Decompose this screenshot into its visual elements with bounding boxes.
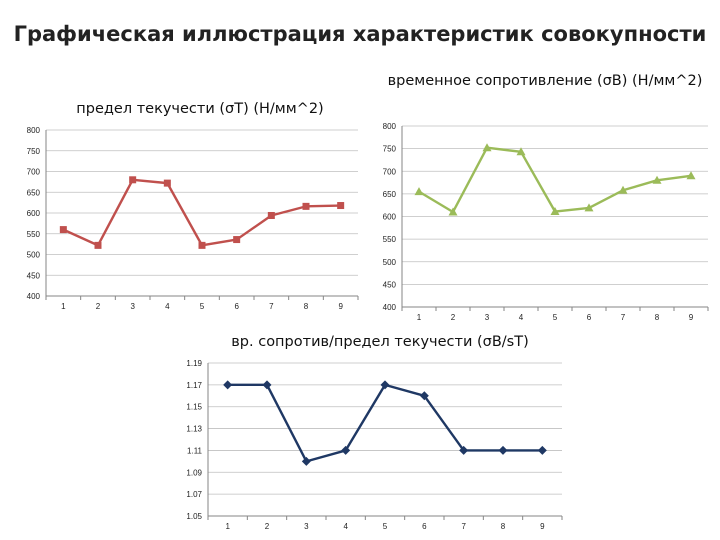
ratio-x-tick-label: 1 [225,522,230,531]
yield-data-point [198,241,206,249]
yield-x-tick-label: 1 [61,302,66,311]
ratio-y-tick-label: 1.05 [186,512,202,521]
tensile-y-tick-label: 400 [383,303,397,312]
ratio-data-point [301,456,311,466]
ratio-x-tick-label: 4 [343,522,348,531]
ratio-data-point [419,391,429,401]
page-title: Графическая иллюстрация характеристик со… [13,22,707,46]
tensile-x-tick-label: 8 [655,313,660,322]
yield-y-tick-label: 450 [27,271,41,280]
yield-strength-chart-title: предел текучести (σТ) (Н/мм^2) [76,101,324,117]
yield-data-point [129,176,137,184]
yield-data-point [94,241,102,249]
ratio-y-tick-label: 1.13 [186,425,202,434]
strength-ratio-chart-title: вр. сопротив/предел текучести (σВ/sТ) [231,334,529,350]
tensile-x-tick-label: 1 [417,313,422,322]
ratio-x-tick-label: 2 [265,522,270,531]
ratio-series-line [227,383,543,463]
tensile-x-tick-label: 3 [485,313,490,322]
tensile-y-tick-label: 800 [383,122,397,131]
tensile-data-point [550,207,560,216]
yield-data-point [163,179,171,187]
yield-data-point [233,236,241,244]
yield-x-tick-label: 7 [269,302,274,311]
yield-data-point [267,211,275,219]
ratio-data-point [498,445,508,455]
tensile-y-tick-label: 550 [383,235,397,244]
ratio-data-point [223,380,233,390]
ratio-data-point [537,445,547,455]
tensile-data-point [448,207,458,216]
tensile-y-tick-label: 750 [383,145,397,154]
yield-x-tick-label: 3 [130,302,135,311]
tensile-data-point [414,187,424,196]
ratio-x-tick-label: 6 [422,522,427,531]
ratio-x-tick-label: 9 [540,522,545,531]
tensile-data-point [686,171,696,180]
yield-x-tick-label: 2 [96,302,101,311]
yield-x-tick-label: 4 [165,302,170,311]
yield-x-tick-label: 9 [338,302,343,311]
yield-y-tick-label: 700 [27,168,41,177]
ratio-x-tick-label: 3 [304,522,309,531]
yield-y-tick-label: 600 [27,209,41,218]
yield-data-point [337,202,345,210]
yield-y-tick-label: 650 [27,188,41,197]
tensile-x-tick-label: 4 [519,313,524,322]
tensile-y-tick-label: 700 [383,167,397,176]
tensile-data-point [516,147,526,156]
tensile-y-tick-label: 600 [383,213,397,222]
ratio-y-tick-label: 1.09 [186,468,202,477]
ratio-y-tick-label: 1.15 [186,403,202,412]
tensile-data-point [618,185,628,194]
ratio-x-tick-label: 7 [461,522,466,531]
ratio-y-tick-label: 1.11 [187,446,203,455]
tensile-y-tick-label: 450 [383,280,397,289]
tensile-data-point [482,143,492,152]
tensile-data-point [584,203,594,212]
ratio-x-tick-label: 8 [501,522,506,531]
tensile-x-tick-label: 2 [451,313,456,322]
tensile-x-tick-label: 5 [553,313,558,322]
ratio-data-point [262,380,272,390]
yield-y-tick-label: 550 [27,230,41,239]
tensile-strength-chart-title: временное сопротивление (σВ) (Н/мм^2) [387,73,703,89]
yield-y-tick-label: 500 [27,251,41,260]
yield-x-tick-label: 6 [234,302,239,311]
tensile-x-tick-label: 9 [689,313,694,322]
yield-data-point [59,226,67,234]
yield-x-tick-label: 8 [304,302,309,311]
ratio-data-point [341,445,351,455]
tensile-data-point [652,175,662,184]
ratio-data-point [459,445,469,455]
yield-y-tick-label: 750 [27,147,41,156]
yield-y-tick-label: 800 [27,126,41,135]
yield-x-tick-label: 5 [200,302,205,311]
ratio-x-tick-label: 5 [383,522,388,531]
tensile-y-tick-label: 500 [383,258,397,267]
ratio-y-tick-label: 1.17 [186,381,202,390]
ratio-data-point [380,380,390,390]
yield-y-tick-label: 400 [27,292,41,301]
tensile-y-tick-label: 650 [383,190,397,199]
ratio-y-tick-label: 1.07 [186,490,202,499]
tensile-x-tick-label: 7 [621,313,626,322]
tensile-x-tick-label: 6 [587,313,592,322]
ratio-y-tick-label: 1.19 [186,359,202,368]
yield-data-point [302,202,310,210]
